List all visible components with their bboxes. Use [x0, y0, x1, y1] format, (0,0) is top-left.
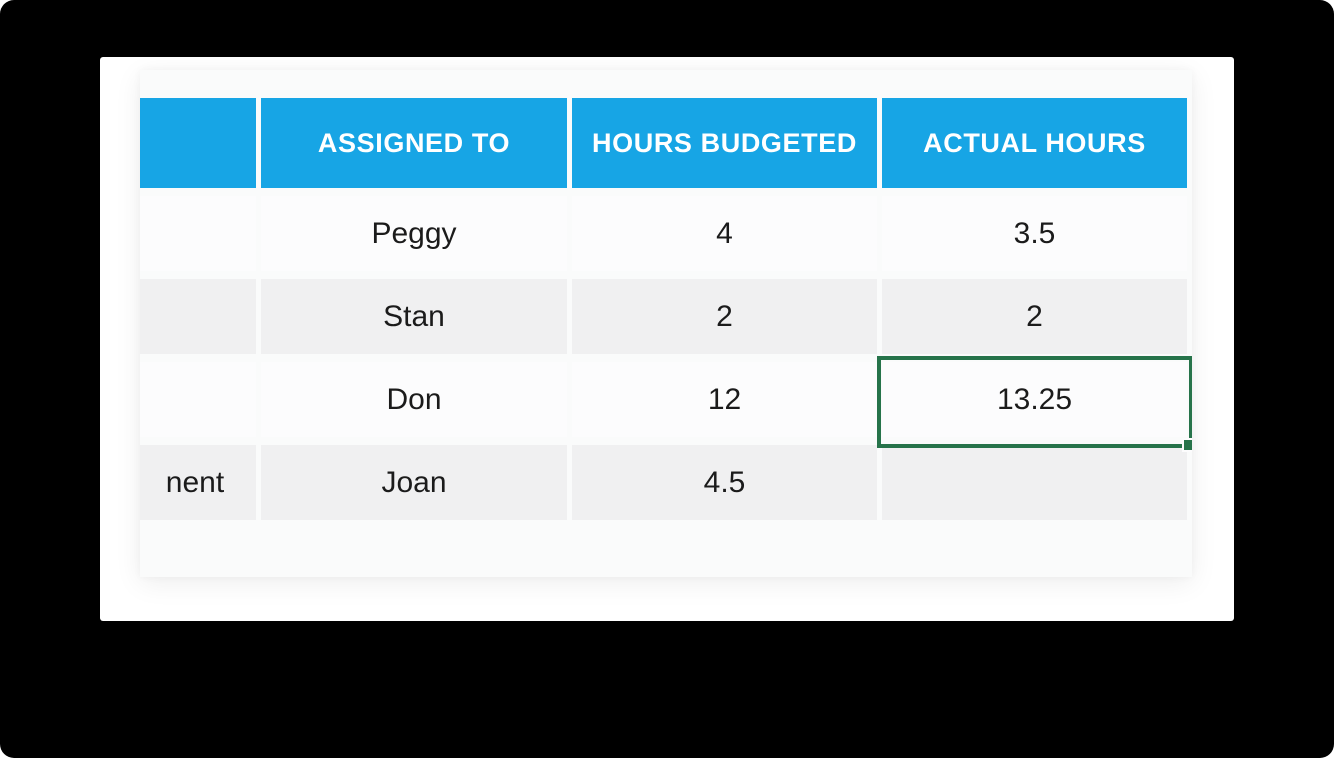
content-card: YPE ASSIGNED TO HOURS BUDGETED ACTUAL HO… — [100, 57, 1234, 621]
cell-actual-hours[interactable] — [882, 445, 1187, 520]
table-row: nent Joan 4.5 — [140, 445, 1187, 520]
spreadsheet: YPE ASSIGNED TO HOURS BUDGETED ACTUAL HO… — [140, 70, 1192, 577]
cell-task-type[interactable]: nent — [140, 445, 256, 520]
column-header-type[interactable]: YPE — [140, 98, 256, 188]
cell-hours-budgeted[interactable]: 12 — [572, 362, 877, 437]
cell-hours-budgeted[interactable]: 4 — [572, 196, 877, 271]
selected-cell-actual-hours[interactable]: 13.25 — [877, 356, 1192, 452]
hours-table: YPE ASSIGNED TO HOURS BUDGETED ACTUAL HO… — [140, 90, 1192, 528]
cell-hours-budgeted[interactable]: 2 — [572, 279, 877, 354]
column-header-hours-budgeted[interactable]: HOURS BUDGETED — [572, 98, 877, 188]
table-row: n Don 12 13.25 — [140, 356, 1192, 452]
cell-task-type[interactable]: n — [140, 362, 256, 437]
cell-actual-hours[interactable]: 3.5 — [882, 196, 1187, 271]
column-header-actual-hours[interactable]: ACTUAL HOURS — [882, 98, 1187, 188]
selected-cell-value: 13.25 — [996, 382, 1073, 416]
column-header-assigned-to[interactable]: ASSIGNED TO — [261, 98, 567, 188]
table-row: Stan 2 2 — [140, 279, 1187, 354]
cell-assigned-to[interactable]: Peggy — [261, 196, 567, 271]
table-row: nt Peggy 4 3.5 — [140, 196, 1187, 271]
cell-task-type[interactable]: nt — [140, 196, 256, 271]
header-row: YPE ASSIGNED TO HOURS BUDGETED ACTUAL HO… — [140, 98, 1187, 188]
cell-hours-budgeted[interactable]: 4.5 — [572, 445, 877, 520]
cell-assigned-to[interactable]: Stan — [261, 279, 567, 354]
cell-assigned-to[interactable]: Joan — [261, 445, 567, 520]
cell-actual-hours[interactable]: 2 — [882, 279, 1187, 354]
cell-assigned-to[interactable]: Don — [261, 362, 567, 437]
fill-handle[interactable] — [1182, 438, 1192, 452]
cell-task-type[interactable] — [140, 279, 256, 354]
